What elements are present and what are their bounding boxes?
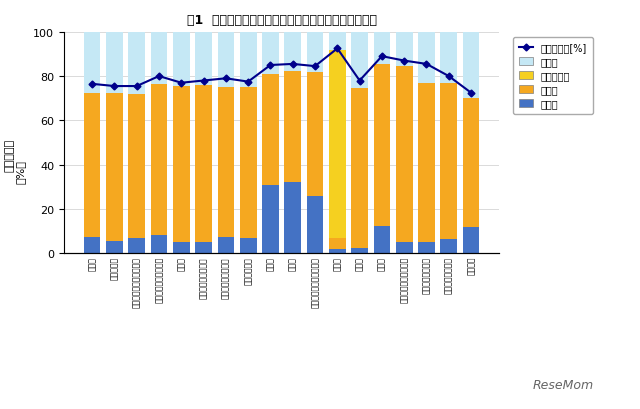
Bar: [218, 237, 234, 254]
Bar: [463, 99, 479, 227]
Bar: [218, 88, 234, 237]
Bar: [351, 248, 368, 254]
Bar: [307, 196, 323, 254]
Bar: [307, 72, 323, 196]
Bar: [240, 238, 257, 254]
Bar: [374, 226, 390, 254]
Bar: [106, 241, 123, 254]
Bar: [195, 243, 212, 254]
Bar: [284, 33, 301, 71]
Bar: [307, 33, 323, 72]
Bar: [440, 83, 457, 239]
Bar: [351, 33, 368, 89]
Bar: [329, 238, 346, 249]
Bar: [173, 243, 189, 254]
Bar: [129, 33, 145, 94]
Text: 進路決定率: 進路決定率: [4, 139, 15, 172]
Bar: [84, 237, 100, 254]
Bar: [150, 33, 168, 85]
Bar: [396, 67, 413, 243]
Bar: [396, 33, 413, 67]
Bar: [240, 88, 257, 238]
Bar: [463, 227, 479, 254]
Text: 図1  進路決定率と、卒業者の進路内訳（学部系統別）: 図1 進路決定率と、卒業者の進路内訳（学部系統別）: [187, 14, 376, 27]
Bar: [106, 94, 123, 241]
Bar: [84, 94, 100, 237]
Bar: [195, 33, 212, 86]
Bar: [329, 50, 346, 238]
Bar: [440, 33, 457, 83]
Bar: [351, 89, 368, 248]
Bar: [396, 243, 413, 254]
Bar: [262, 75, 279, 185]
Bar: [262, 33, 279, 75]
Bar: [240, 33, 257, 88]
Bar: [150, 85, 168, 236]
Bar: [418, 243, 435, 254]
Bar: [374, 33, 390, 65]
Bar: [329, 33, 346, 50]
Bar: [284, 71, 301, 183]
Bar: [329, 249, 346, 254]
Bar: [440, 239, 457, 254]
Bar: [463, 33, 479, 99]
Bar: [106, 33, 123, 94]
Text: ReseMom: ReseMom: [532, 378, 594, 391]
Bar: [150, 236, 168, 254]
Bar: [262, 185, 279, 254]
Legend: 進路決定率[%], その他, 臨床研修医, 就職者, 進学者: 進路決定率[%], その他, 臨床研修医, 就職者, 進学者: [513, 38, 593, 115]
Bar: [84, 33, 100, 94]
Bar: [284, 183, 301, 254]
Bar: [129, 238, 145, 254]
Bar: [173, 33, 189, 87]
Bar: [218, 33, 234, 88]
Bar: [418, 83, 435, 243]
Bar: [418, 33, 435, 83]
Text: 「%」: 「%」: [15, 160, 26, 184]
Bar: [173, 87, 189, 243]
Bar: [374, 65, 390, 226]
Bar: [195, 86, 212, 243]
Bar: [129, 94, 145, 238]
